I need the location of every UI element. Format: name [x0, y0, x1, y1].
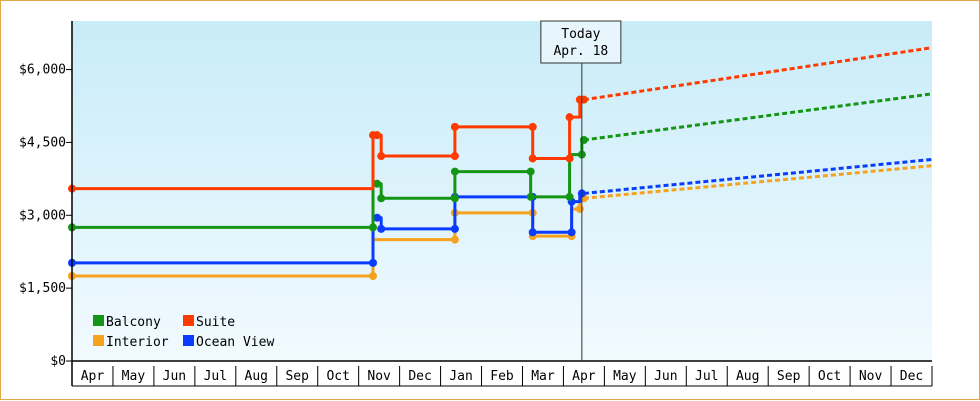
legend-swatch-ocean-view: [183, 335, 194, 346]
today-date: Apr. 18: [553, 44, 608, 59]
x-tick-label: Nov: [367, 369, 391, 384]
ocean-view-point: [450, 224, 459, 233]
x-tick-label: Jul: [204, 369, 227, 384]
legend-label-ocean-view: Ocean View: [196, 335, 274, 350]
legend-swatch-interior: [93, 335, 104, 346]
balcony-point: [450, 194, 459, 203]
suite-point: [450, 152, 459, 161]
today-callout: [540, 20, 622, 64]
interior-point: [575, 204, 584, 213]
x-tick-label: Jun: [163, 369, 186, 384]
today-label: Today: [561, 27, 600, 42]
x-tick-label: Aug: [245, 369, 268, 384]
x-tick-label: Jun: [654, 369, 677, 384]
balcony-point: [369, 223, 377, 232]
x-tick-label: Apr: [81, 369, 105, 384]
x-tick-label: Sep: [285, 369, 309, 384]
suite-point: [528, 154, 537, 163]
balcony-projection: [583, 92, 933, 142]
interior-projection: [583, 164, 933, 200]
suite-projection: [583, 46, 933, 102]
today-marker: Today Apr. 18: [540, 20, 622, 361]
suite-point: [528, 122, 537, 131]
suite-point: [377, 152, 386, 161]
balcony-point: [373, 179, 382, 188]
x-tick-label: Mar: [531, 369, 555, 384]
series-layer: [68, 46, 933, 280]
legend: Balcony Suite Interior Ocean View: [93, 315, 274, 350]
x-tick-label: Jan: [449, 369, 472, 384]
axes: $0 $1,500 $3,000 $4,500 $6,000 Apr May Jun Jul Au…: [19, 21, 933, 387]
legend-label-suite: Suite: [196, 315, 235, 330]
interior-point: [450, 235, 459, 244]
balcony-point: [377, 194, 386, 203]
suite-point: [565, 113, 574, 122]
ocean-view-point: [567, 228, 576, 237]
x-tick-label: Dec: [900, 369, 923, 384]
y-tick-label: $4,500: [19, 135, 66, 150]
x-tick-label: Jul: [695, 369, 718, 384]
x-tick-label: Feb: [490, 369, 514, 384]
legend-swatch-suite: [183, 315, 194, 326]
legend-label-interior: Interior: [106, 335, 169, 350]
x-tick-label: Oct: [326, 369, 349, 384]
legend-swatch-balcony: [93, 315, 104, 326]
suite-point: [565, 154, 574, 163]
y-tick-label: $6,000: [19, 63, 66, 78]
interior-point: [369, 272, 377, 280]
y-tick-label: $0: [50, 354, 66, 369]
ocean-view-projection: [583, 157, 933, 195]
ocean-view-point: [373, 213, 382, 222]
ocean-view-point: [528, 228, 537, 237]
plot-background: [72, 21, 932, 361]
x-tick-label: May: [613, 369, 637, 384]
x-tick-label: Apr: [572, 369, 596, 384]
suite-point: [579, 95, 588, 104]
ocean-view-point: [377, 224, 386, 233]
balcony-point: [565, 192, 574, 201]
balcony-point: [526, 167, 535, 176]
balcony-point: [579, 136, 588, 144]
y-tick-label: $3,000: [19, 208, 66, 223]
ocean-view-point: [369, 258, 377, 267]
legend-label-balcony: Balcony: [106, 315, 161, 330]
balcony-point: [450, 167, 459, 176]
x-tick-label: Nov: [859, 369, 883, 384]
x-tick-label: May: [122, 369, 146, 384]
suite-point: [450, 122, 459, 131]
x-tick-label: Dec: [408, 369, 431, 384]
balcony-point: [526, 192, 535, 201]
x-tick-label: Aug: [736, 369, 759, 384]
x-tick-label: Oct: [818, 369, 841, 384]
y-tick-label: $1,500: [19, 281, 66, 296]
x-tick-label: Sep: [777, 369, 801, 384]
suite-point: [373, 131, 382, 140]
